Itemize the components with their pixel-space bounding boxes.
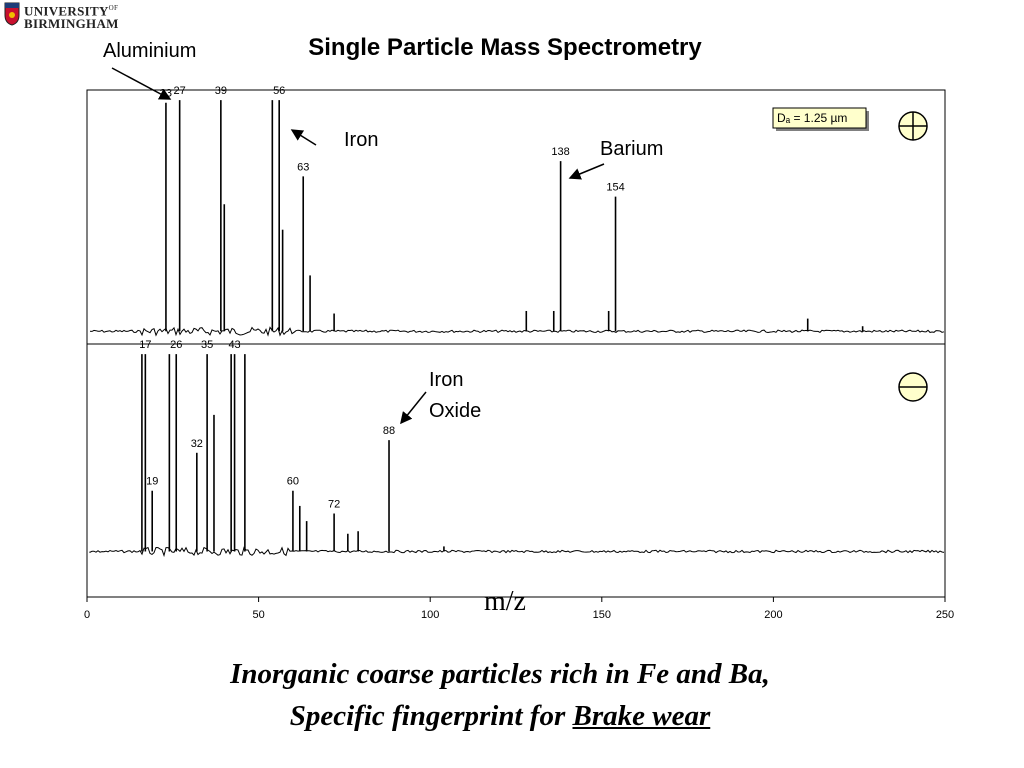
x-tick-label-100: 100 (421, 609, 439, 621)
peak-label-negative-17: 17 (139, 339, 151, 351)
peak-label-negative-35: 35 (201, 339, 213, 351)
peak-label-positive-39: 39 (215, 85, 227, 97)
peak-label-negative-60: 60 (287, 476, 299, 488)
peak-label-positive-56: 56 (273, 85, 285, 97)
annotation-aluminium: Aluminium (103, 40, 197, 62)
caption-line1: Inorganic coarse particles rich in Fe an… (230, 658, 770, 690)
annotation-barium: Barium (600, 138, 664, 160)
aluminium-arrow (111, 67, 172, 100)
iron-arrow (290, 129, 317, 146)
baseline-trace-positive (89, 326, 945, 337)
minus-circle-icon (898, 372, 928, 402)
peak-label-positive-63: 63 (297, 161, 309, 173)
peak-label-negative-88: 88 (383, 425, 395, 437)
crest-icon (4, 2, 20, 26)
x-tick-label-150: 150 (593, 609, 611, 621)
plus-circle-icon (898, 111, 928, 141)
x-axis-label: m/z (484, 586, 526, 617)
peak-label-negative-43: 43 (228, 339, 240, 351)
logo-text: UNIVERSITYOF BIRMINGHAM (24, 3, 119, 32)
peak-label-negative-32: 32 (191, 438, 203, 450)
panel-frame-negative (86, 343, 946, 598)
annotation-iron-oxide-line1: Iron (429, 369, 464, 391)
barium-arrow (568, 163, 605, 180)
x-tick-label-50: 50 (252, 609, 264, 621)
x-tick-label-0: 0 (84, 609, 90, 621)
caption-line2: Specific fingerprint for Brake wear (289, 700, 711, 732)
university-logo: UNIVERSITYOF BIRMINGHAM (4, 2, 119, 30)
peak-label-negative-19: 19 (146, 476, 158, 488)
annotation-iron-oxide-line2: Oxide (429, 400, 482, 422)
baseline-trace-negative (89, 546, 945, 558)
peak-label-negative-26: 26 (170, 339, 182, 351)
diameter-label: Dₐ = 1.25 µm (777, 111, 847, 125)
x-tick-label-250: 250 (936, 609, 954, 621)
peak-label-positive-154: 154 (606, 182, 624, 194)
peak-label-negative-72: 72 (328, 499, 340, 511)
iron-oxide-arrow (400, 391, 427, 425)
peak-label-positive-27: 27 (174, 85, 186, 97)
diameter-label-box: Dₐ = 1.25 µm (772, 107, 869, 131)
slide-title: Single Particle Mass Spectrometry (308, 34, 702, 61)
x-tick-label-200: 200 (764, 609, 782, 621)
caption-brake-wear: Brake wear (572, 700, 711, 732)
peak-label-positive-138: 138 (551, 146, 569, 158)
annotation-iron: Iron (344, 129, 379, 151)
